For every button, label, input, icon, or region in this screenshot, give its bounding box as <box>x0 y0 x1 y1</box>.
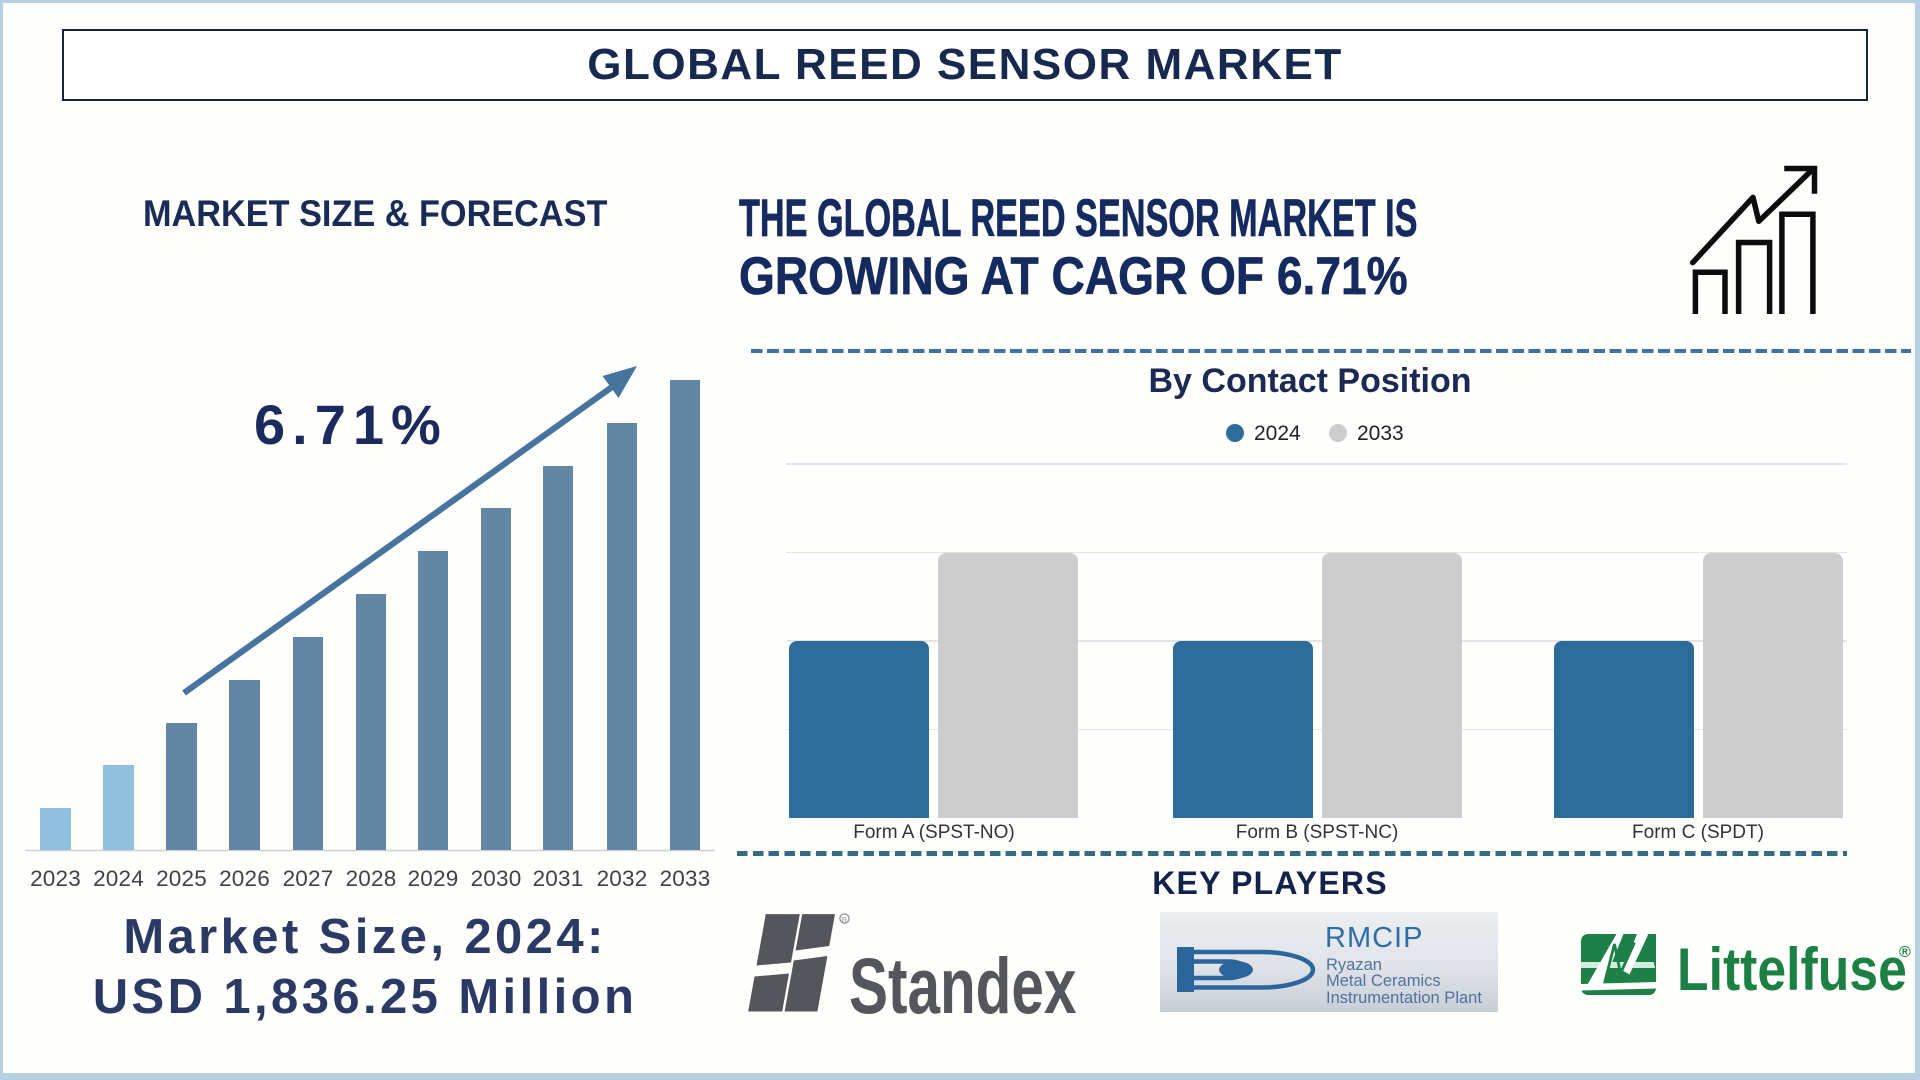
svg-text:R: R <box>842 915 848 924</box>
